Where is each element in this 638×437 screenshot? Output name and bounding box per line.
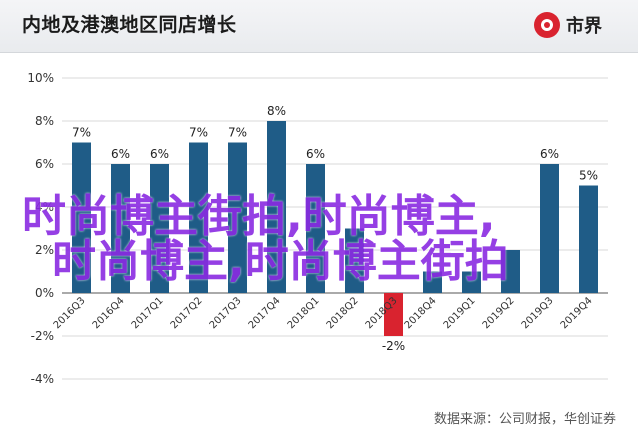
- y-tick-label: 10%: [27, 71, 54, 85]
- y-tick-label: 8%: [35, 114, 54, 128]
- x-tick-label: 2017Q2: [169, 295, 205, 331]
- bar: [72, 142, 91, 293]
- bar: [384, 293, 403, 336]
- bar: [267, 121, 286, 293]
- x-tick-label: 2018Q2: [325, 295, 361, 331]
- brand-logo: 市界: [534, 9, 602, 41]
- bar: [228, 142, 247, 293]
- data-label: 6%: [111, 147, 130, 161]
- logo-icon: [534, 12, 560, 38]
- data-label: 7%: [228, 126, 247, 140]
- bar: [579, 185, 598, 293]
- bar: [540, 164, 559, 293]
- x-tick-label: 2017Q3: [208, 295, 244, 331]
- x-tick-label: 2019Q1: [442, 295, 478, 331]
- x-tick-label: 2016Q3: [52, 295, 88, 331]
- data-label: 7%: [72, 126, 91, 140]
- data-label: 6%: [150, 147, 169, 161]
- y-tick-label: 4%: [35, 200, 54, 214]
- y-tick-label: 2%: [35, 243, 54, 257]
- data-label: 6%: [540, 147, 559, 161]
- data-source: 数据来源：公司财报，华创证券: [433, 412, 616, 427]
- chart-title: 内地及港澳地区同店增长: [22, 14, 237, 36]
- bar: [306, 164, 325, 293]
- y-tick-label: 6%: [35, 157, 54, 171]
- bar: [462, 271, 481, 293]
- bar: [423, 271, 442, 293]
- y-tick-label: 0%: [35, 286, 54, 300]
- data-label: 6%: [306, 147, 325, 161]
- x-tick-label: 2016Q4: [91, 295, 127, 331]
- bar: [345, 228, 364, 293]
- chart-header: 内地及港澳地区同店增长 市界: [0, 0, 638, 53]
- bar: [501, 250, 520, 293]
- x-tick-label: 2019Q4: [559, 295, 595, 331]
- x-tick-label: 2017Q4: [247, 295, 283, 331]
- data-label: -2%: [382, 339, 405, 353]
- x-tick-label: 2019Q3: [520, 295, 556, 331]
- x-tick-label: 2017Q1: [130, 295, 166, 331]
- y-tick-label: -4%: [31, 372, 54, 386]
- x-tick-label: 2019Q2: [481, 295, 517, 331]
- logo-text: 市界: [566, 16, 602, 37]
- x-tick-label: 2018Q1: [286, 295, 322, 331]
- y-tick-label: -2%: [31, 329, 54, 343]
- data-label: 7%: [189, 126, 208, 140]
- data-label: 5%: [579, 169, 598, 183]
- x-tick-label: 2018Q4: [403, 295, 439, 331]
- bar-chart: -4% -2% 0% 2% 4% 6% 8% 10% 7% 2016Q3 6% 2016Q4 6% 201…: [27, 71, 608, 386]
- bar: [111, 164, 130, 293]
- bar: [189, 142, 208, 293]
- bar: [150, 164, 169, 293]
- data-label: 8%: [267, 104, 286, 118]
